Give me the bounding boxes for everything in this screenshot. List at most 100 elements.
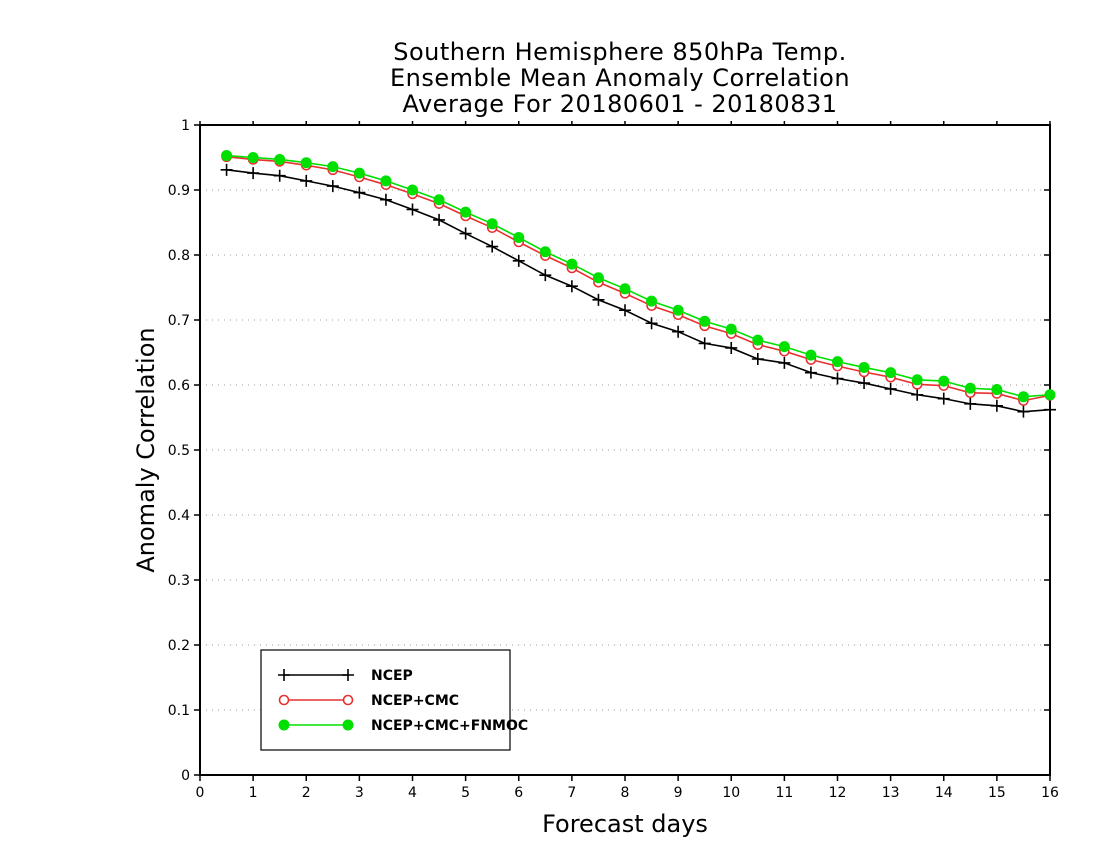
data-point [353,186,366,199]
y-tick-label: 0.5 [168,443,190,459]
y-axis-label: Anomaly Correlation [132,327,160,573]
data-point [964,382,976,394]
data-point [565,280,578,293]
series-line [226,154,1051,398]
x-tick-label: 10 [722,785,740,801]
y-tick-label: 0.9 [168,183,190,199]
data-point [991,384,1003,396]
series-ncep [220,163,1056,418]
data-point [247,167,260,180]
data-point [379,193,392,206]
data-point [513,231,525,243]
data-point [725,323,737,335]
data-point [699,315,711,327]
data-point [778,341,790,353]
x-tick-label: 5 [461,785,470,801]
data-point [645,317,658,330]
chart-title-line-2: Ensemble Mean Anomaly Correlation [389,64,851,92]
x-tick-label: 9 [674,785,683,801]
series-line [226,169,1051,413]
data-point [698,337,711,350]
data-point [831,372,844,385]
legend-marker [278,669,290,681]
data-point [300,157,312,169]
legend-label: NCEP+CMC+FNMOC [371,718,528,734]
x-tick-label: 6 [514,785,523,801]
data-point [646,295,658,307]
data-point [884,382,897,395]
data-point [566,258,578,270]
x-axis-label: Forecast days [542,810,708,838]
data-point [327,161,339,173]
data-point [1044,403,1056,416]
data-point [592,293,605,306]
legend-item: NCEP+CMC+FNMOC [278,718,528,734]
legend-label: NCEP [371,668,413,684]
data-point [1017,391,1029,403]
data-point [220,163,233,176]
legend-marker [342,669,354,681]
data-point [300,174,313,187]
data-point [380,175,392,187]
data-point [778,356,791,369]
data-point [459,227,472,240]
y-tick-label: 0.4 [168,508,190,524]
data-point [832,356,843,368]
data-point [353,167,365,179]
data-point [964,397,977,410]
data-point [247,152,259,163]
data-point [539,269,552,282]
data-point [1017,405,1030,418]
x-tick-label: 2 [302,785,311,801]
data-point [592,272,604,284]
data-point [407,184,418,196]
data-point [433,194,445,206]
data-point [512,254,525,267]
data-point [539,246,551,258]
data-point [486,240,499,253]
data-point [751,353,764,365]
x-tick-label: 0 [196,785,205,801]
legend: NCEP NCEP+CMC NCEP+CMC+FNMOC [260,649,528,751]
data-point [911,374,923,386]
x-tick-label: 1 [249,785,258,801]
data-point [938,375,950,387]
y-tick-label: 0 [181,768,190,784]
data-point [725,341,738,354]
x-tick-label: 15 [988,785,1006,801]
x-tick-label: 11 [775,785,793,801]
series-line [226,156,1051,402]
data-point [804,366,817,379]
x-tick-label: 14 [935,785,953,801]
data-point [221,150,233,162]
x-tick-label: 8 [621,785,630,801]
x-tick-label: 12 [829,785,847,801]
legend-marker [278,694,290,706]
data-point [990,399,1003,412]
y-tick-label: 0.2 [168,638,190,654]
y-tick-label: 0.1 [168,703,190,719]
series-ncep-cmc-fnmoc [221,150,1056,403]
chart-title-line-3: Average For 20180601 - 20180831 [402,90,838,118]
y-tick-label: 0.6 [168,378,190,394]
x-tick-label: 3 [355,785,364,801]
data-point [858,377,871,390]
data-point [619,283,631,295]
legend-marker [342,694,354,706]
x-tick-label: 7 [567,785,576,801]
legend-item: NCEP+CMC [278,693,459,709]
y-tick-label: 0.8 [168,248,190,264]
y-tick-label: 0.3 [168,573,190,589]
y-tick-label: 1 [181,118,190,134]
data-point [460,206,472,218]
data-point [911,388,924,401]
chart-title-line-1: Southern Hemisphere 850hPa Temp. [393,38,847,66]
data-point [406,203,419,216]
data-point [274,153,286,165]
legend-marker [342,719,354,731]
data-point [273,169,286,182]
y-tick-label: 0.7 [168,313,190,329]
data-point [937,392,950,405]
legend-label: NCEP+CMC [371,693,459,709]
